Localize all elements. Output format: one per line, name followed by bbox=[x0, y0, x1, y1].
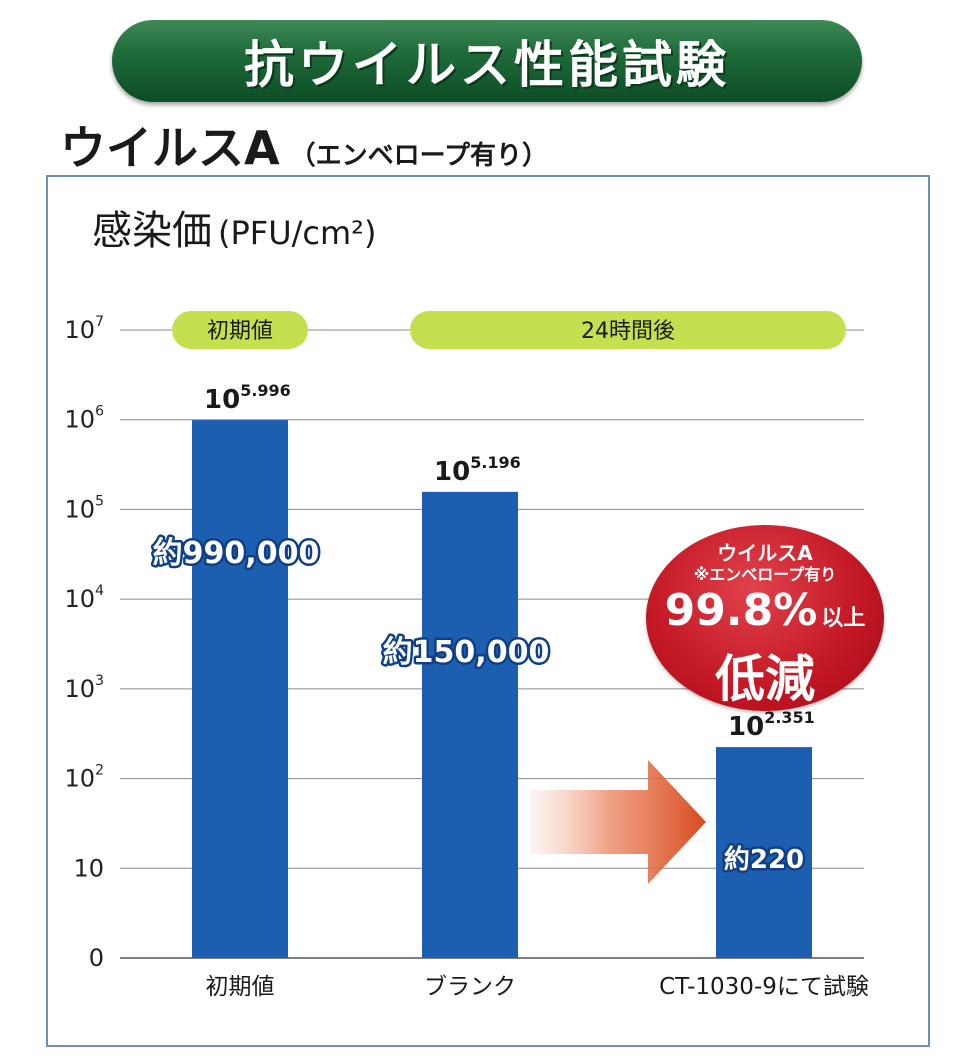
y-axis-label: 感染価 (PFU/cm²) bbox=[92, 198, 376, 256]
y-tick-label: 105 bbox=[65, 493, 104, 523]
bar-exponent-label: 105.996 bbox=[204, 381, 291, 415]
bar-exponent-label: 102.351 bbox=[728, 708, 815, 742]
category-label: 初期値 bbox=[206, 974, 275, 1000]
y-tick-label: 103 bbox=[65, 673, 104, 703]
badge-reduction-text: 低減 bbox=[715, 650, 815, 708]
badge-virus-name: ウイルスA bbox=[717, 541, 813, 565]
y-axis-label-kanji: 感染価 bbox=[92, 208, 212, 254]
group-pill bbox=[172, 311, 308, 349]
badge-percent-line: 99.8% 以上 bbox=[646, 585, 884, 636]
reduction-arrow bbox=[530, 760, 706, 884]
bar bbox=[716, 747, 812, 958]
bar-value-label: 約220 bbox=[724, 844, 804, 875]
y-axis-label-unit: (PFU/cm²) bbox=[218, 214, 377, 252]
badge-envelope-note: ※エンベロープ有り bbox=[693, 565, 837, 584]
subtitle: ウイルスA （エンベロープ有り） bbox=[60, 112, 549, 175]
subtitle-main: ウイルスA bbox=[60, 121, 280, 175]
y-tick-label: 107 bbox=[65, 314, 104, 344]
badge-percent: 99.8% bbox=[664, 585, 818, 636]
category-label: CT-1030-9にて試験 bbox=[659, 974, 869, 1000]
bar-exponent-label: 105.196 bbox=[434, 453, 521, 487]
bar bbox=[422, 491, 518, 958]
group-pill bbox=[410, 311, 846, 349]
y-tick-label: 104 bbox=[65, 583, 105, 613]
group-pill-label: 24時間後 bbox=[581, 319, 675, 344]
page-title: 抗ウイルス性能試験 bbox=[244, 36, 730, 94]
y-tick-label: 106 bbox=[65, 404, 105, 434]
y-tick-label: 0 bbox=[89, 944, 104, 972]
bar-value-label: 約150,000 bbox=[383, 635, 550, 670]
y-tick-label: 10 bbox=[73, 854, 104, 882]
subtitle-paren: （エンベロープ有り） bbox=[289, 141, 549, 171]
reduction-badge: ウイルスA ※エンベロープ有り 99.8% 以上 低減 bbox=[646, 525, 884, 711]
badge-percent-suffix: 以上 bbox=[821, 606, 866, 631]
category-label: ブランク bbox=[424, 974, 516, 1000]
group-pill-label: 初期値 bbox=[207, 319, 273, 344]
bar-value-label: 約990,000 bbox=[153, 536, 320, 571]
bar bbox=[192, 420, 288, 959]
title-banner: 抗ウイルス性能試験 bbox=[112, 20, 862, 102]
y-tick-label: 102 bbox=[65, 763, 104, 793]
